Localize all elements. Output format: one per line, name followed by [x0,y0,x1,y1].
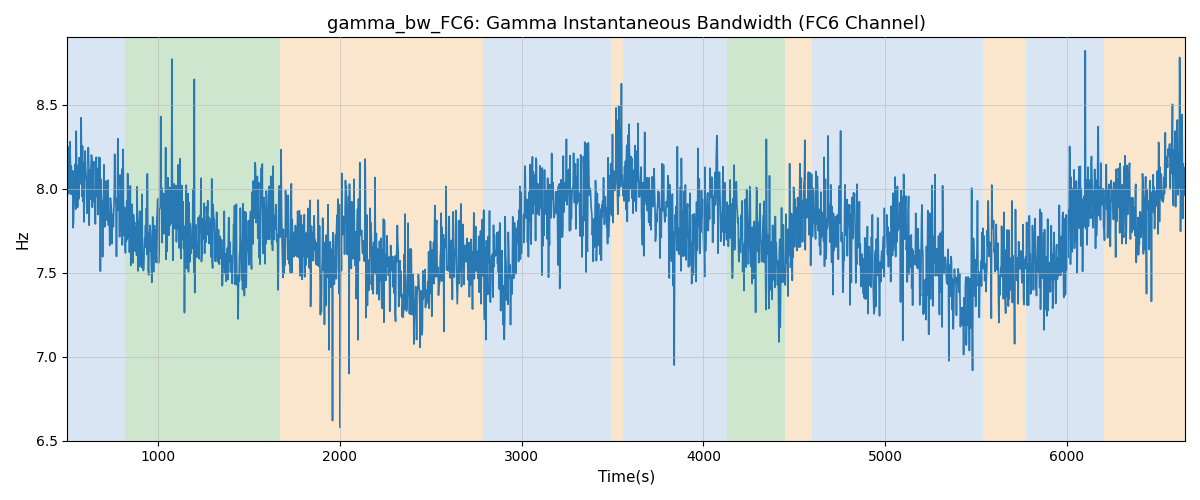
Bar [482,38,611,440]
Title: gamma_bw_FC6: Gamma Instantaneous Bandwidth (FC6 Channel): gamma_bw_FC6: Gamma Instantaneous Bandwi… [326,15,925,34]
Bar [685,38,727,440]
Bar [126,38,280,440]
Bar [727,38,785,440]
Bar [785,38,812,440]
Bar [664,38,685,440]
X-axis label: Time(s): Time(s) [598,470,655,485]
Bar [624,38,664,440]
Bar [1026,38,1104,440]
Bar [67,38,126,440]
Bar [812,38,983,440]
Y-axis label: Hz: Hz [16,230,30,249]
Bar [1104,38,1186,440]
Bar [983,38,1026,440]
Bar [280,38,482,440]
Bar [611,38,624,440]
